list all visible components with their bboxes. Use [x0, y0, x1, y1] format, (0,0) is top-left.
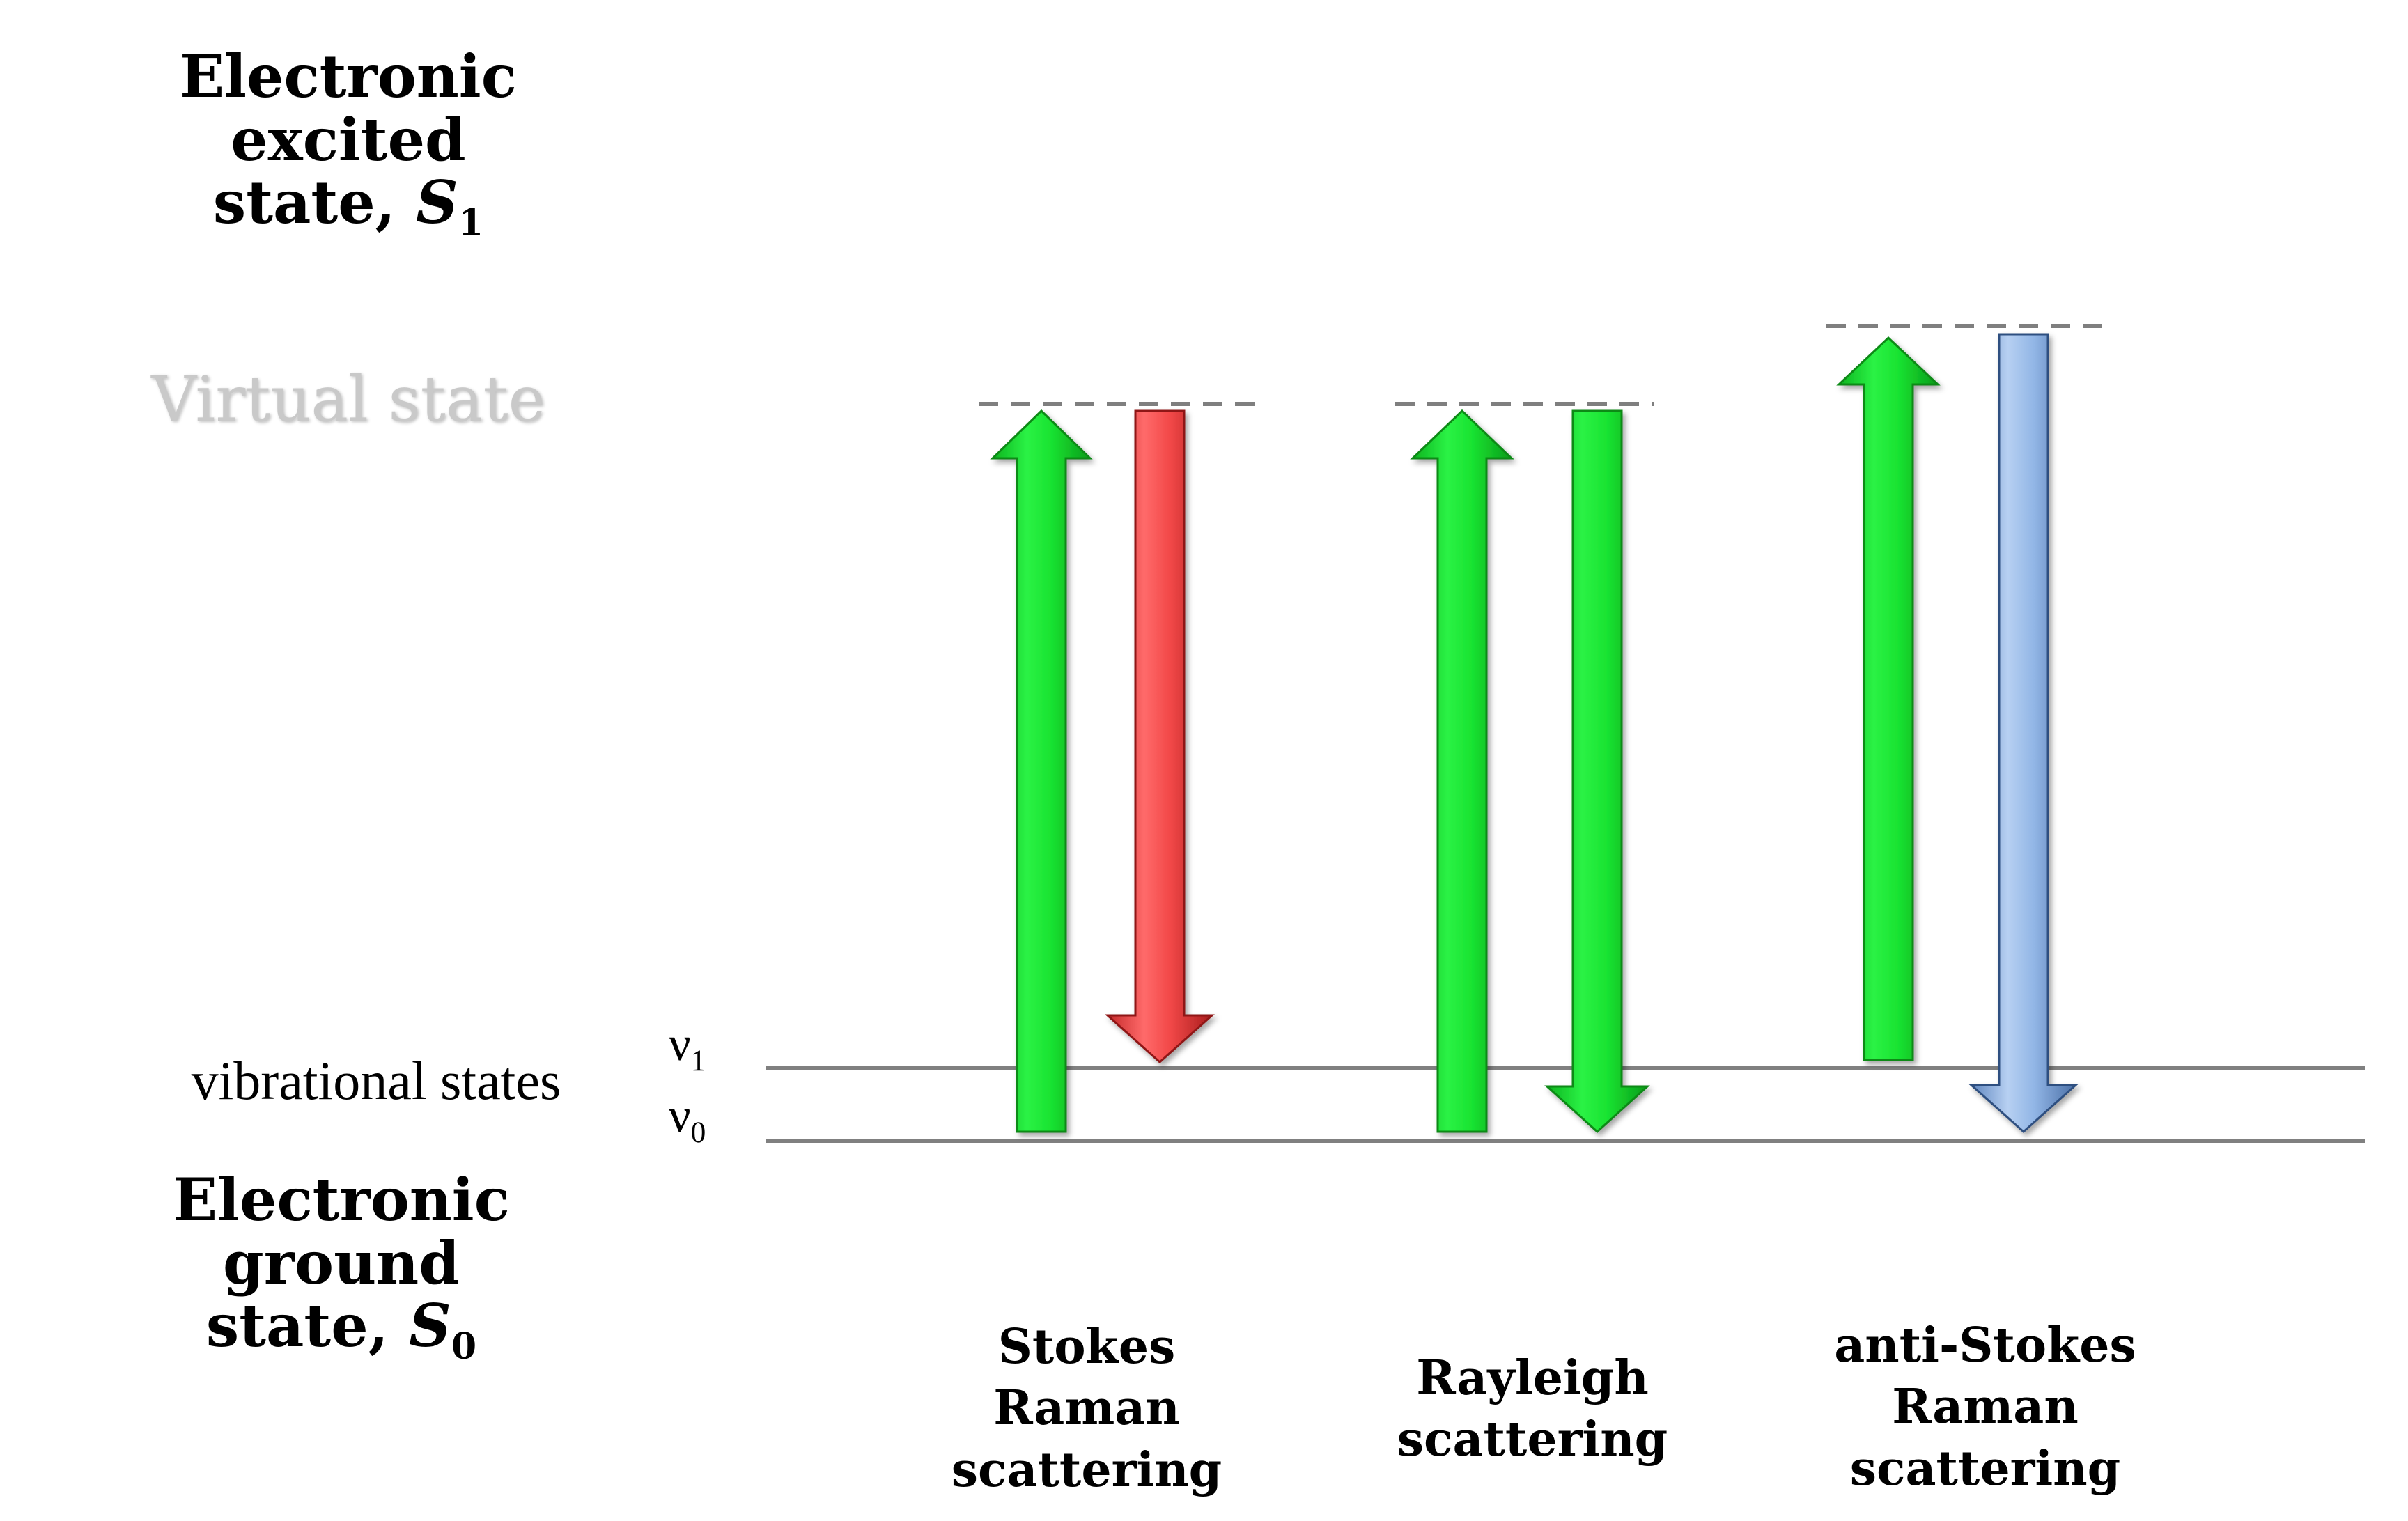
- stokes-raman-label: Stokes Raman scattering: [947, 1316, 1226, 1501]
- stokes-excitation-arrow: [990, 409, 1093, 1133]
- rayleigh-label: Rayleigh scattering: [1393, 1348, 1672, 1471]
- nu0-label: ν0: [669, 1090, 752, 1149]
- stokes-label-line3: scattering: [951, 1442, 1222, 1498]
- rayleigh-label-line1: Rayleigh: [1416, 1350, 1649, 1406]
- anti-stokes-emission-arrow: [1968, 333, 2079, 1134]
- stokes-label-line2: Raman: [993, 1380, 1180, 1437]
- stokes-label-line1: Stokes: [997, 1319, 1176, 1375]
- ground-state-symbol: S: [409, 1291, 451, 1361]
- nu0-subscript: 0: [690, 1116, 706, 1149]
- stokes-emission-arrow: [1105, 410, 1215, 1064]
- nu0-symbol: ν: [669, 1089, 691, 1143]
- virtual-state-label: Virtual state: [151, 363, 545, 436]
- ground-state-label-line1: Electronic ground: [173, 1165, 510, 1297]
- ground-state-word: state,: [205, 1291, 389, 1361]
- excited-state-label: Electronic excited state, S1: [56, 45, 641, 243]
- anti-stokes-label-line3: scattering: [1849, 1440, 2121, 1497]
- excited-state-symbol: S: [416, 168, 458, 237]
- anti-stokes-excitation-arrow: [1836, 336, 1941, 1061]
- rayleigh-label-line2: scattering: [1397, 1412, 1668, 1468]
- rayleigh-emission-arrow: [1544, 410, 1650, 1134]
- ground-state-label: Electronic ground state, S0: [49, 1165, 634, 1366]
- nu1-subscript: 1: [690, 1044, 706, 1077]
- anti-stokes-label-line2: Raman: [1892, 1379, 2079, 1435]
- rayleigh-excitation-arrow: [1410, 409, 1514, 1133]
- excited-state-word: state,: [212, 168, 396, 237]
- vibrational-states-label: vibrational states: [191, 1050, 561, 1111]
- ground-state-label-line2: state, S0: [49, 1295, 634, 1366]
- excited-state-subscript: 1: [458, 202, 484, 245]
- anti-stokes-label-line1: anti-Stokes: [1834, 1318, 2136, 1373]
- anti-stokes-raman-label: anti-Stokes Raman scattering: [1825, 1315, 2145, 1499]
- excited-state-label-line2: state, S1: [56, 171, 641, 243]
- excited-state-label-line1: Electronic excited: [180, 42, 517, 174]
- nu1-symbol: ν: [669, 1017, 691, 1071]
- nu1-label: ν1: [669, 1018, 752, 1077]
- ground-state-subscript: 0: [451, 1325, 477, 1368]
